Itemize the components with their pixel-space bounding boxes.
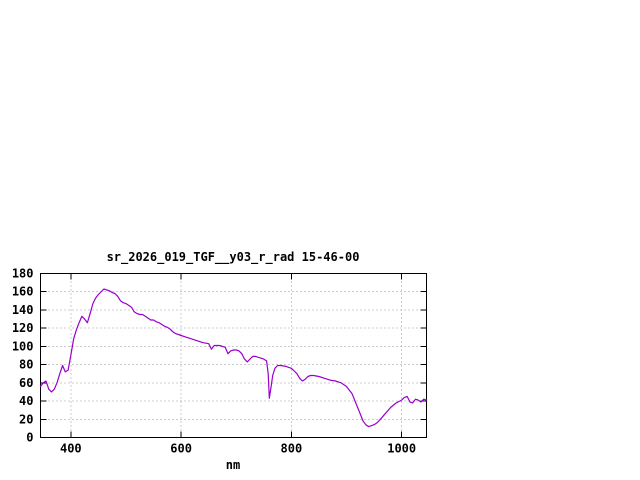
x-axis-label: nm [225, 458, 241, 472]
y-tick-label: 100 [12, 339, 34, 353]
plot-border [40, 273, 427, 438]
y-tick-label: 120 [12, 321, 34, 335]
y-tick-label: 160 [12, 285, 34, 299]
x-tick-label: 400 [60, 442, 82, 456]
y-tick-label: 20 [19, 412, 33, 426]
y-tick-label: 40 [19, 394, 33, 408]
x-tick-label: 600 [170, 442, 192, 456]
spectrum-curve [39, 288, 428, 428]
x-tick-label: 800 [281, 442, 303, 456]
y-tick-label: 180 [12, 267, 34, 281]
x-tick-label: 1000 [387, 442, 416, 456]
y-tick-label: 60 [19, 376, 33, 390]
chart-title: sr_2026_019_TGF__y03_r_rad 15-46-00 [106, 250, 360, 264]
y-tick-label: 0 [26, 431, 33, 445]
y-tick-label: 140 [12, 303, 34, 317]
y-tick-label: 80 [19, 358, 33, 372]
